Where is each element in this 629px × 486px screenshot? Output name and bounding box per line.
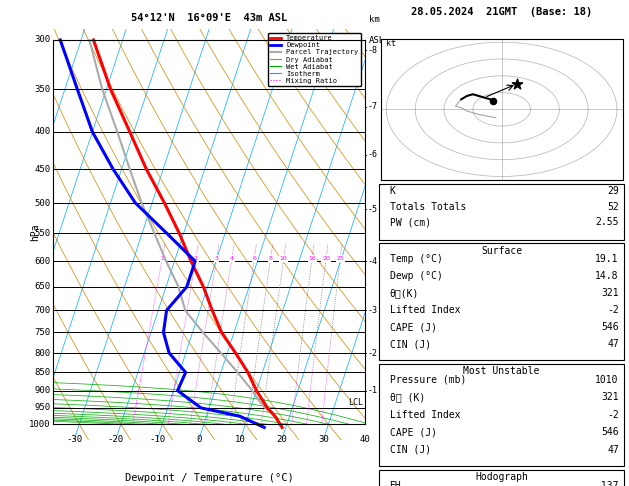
Text: Surface: Surface	[481, 246, 522, 256]
Text: 700: 700	[34, 306, 50, 315]
Text: 1010: 1010	[595, 375, 619, 384]
Text: 321: 321	[601, 392, 619, 402]
Text: 54°12'N  16°09'E  43m ASL: 54°12'N 16°09'E 43m ASL	[131, 13, 287, 23]
Text: -6: -6	[367, 150, 377, 159]
Text: Totals Totals: Totals Totals	[389, 202, 466, 212]
Text: θᴄ (K): θᴄ (K)	[389, 392, 425, 402]
Text: -2: -2	[367, 348, 377, 358]
Text: 20: 20	[276, 434, 287, 444]
Text: -1: -1	[367, 386, 377, 395]
Text: 400: 400	[34, 127, 50, 136]
Text: 1: 1	[160, 256, 164, 261]
Text: 29: 29	[607, 186, 619, 196]
Text: 0: 0	[196, 434, 201, 444]
Text: CAPE (J): CAPE (J)	[389, 427, 437, 437]
Text: 10: 10	[235, 434, 246, 444]
Text: Dewp (°C): Dewp (°C)	[389, 271, 442, 281]
Text: 450: 450	[34, 165, 50, 174]
Point	[488, 97, 498, 105]
Text: 500: 500	[34, 198, 50, 208]
Text: 1000: 1000	[29, 420, 50, 429]
Text: -2: -2	[607, 305, 619, 315]
Text: 8: 8	[269, 256, 272, 261]
Bar	[379, 243, 624, 360]
Text: LCL: LCL	[348, 399, 364, 407]
Point	[511, 80, 521, 88]
Bar	[379, 364, 624, 466]
Text: 47: 47	[607, 445, 619, 454]
Text: -8: -8	[367, 46, 377, 55]
Text: 600: 600	[34, 257, 50, 266]
Text: PW (cm): PW (cm)	[389, 217, 431, 227]
Text: -5: -5	[367, 205, 377, 214]
Text: Lifted Index: Lifted Index	[389, 410, 460, 419]
Text: 25: 25	[337, 256, 344, 261]
Text: 800: 800	[34, 348, 50, 358]
Text: Hodograph: Hodograph	[475, 472, 528, 482]
Text: 550: 550	[34, 229, 50, 238]
Text: kt: kt	[386, 38, 396, 48]
Text: 6: 6	[252, 256, 256, 261]
Text: hPa: hPa	[30, 223, 40, 241]
Text: Dewpoint / Temperature (°C): Dewpoint / Temperature (°C)	[125, 473, 294, 483]
Text: 321: 321	[601, 288, 619, 298]
Text: 4: 4	[230, 256, 234, 261]
Text: 28.05.2024  21GMT  (Base: 18): 28.05.2024 21GMT (Base: 18)	[411, 7, 593, 17]
Text: 3: 3	[214, 256, 219, 261]
Bar	[379, 470, 624, 486]
Text: 2: 2	[194, 256, 198, 261]
Text: -20: -20	[108, 434, 124, 444]
Text: CIN (J): CIN (J)	[389, 339, 431, 349]
Text: 950: 950	[34, 403, 50, 413]
Text: 19.1: 19.1	[595, 254, 619, 264]
Text: K: K	[389, 186, 396, 196]
Text: CAPE (J): CAPE (J)	[389, 322, 437, 332]
Text: ASL: ASL	[369, 36, 385, 45]
Text: 16: 16	[308, 256, 316, 261]
Text: θᴄ(K): θᴄ(K)	[389, 288, 419, 298]
Text: Pressure (mb): Pressure (mb)	[389, 375, 466, 384]
Text: 40: 40	[359, 434, 370, 444]
Text: 350: 350	[34, 85, 50, 94]
Text: 30: 30	[318, 434, 329, 444]
Text: 10: 10	[280, 256, 287, 261]
Text: 20: 20	[322, 256, 330, 261]
Text: -7: -7	[367, 103, 377, 111]
Text: 300: 300	[34, 35, 50, 45]
Text: -2: -2	[607, 410, 619, 419]
Text: EH: EH	[389, 481, 401, 486]
Text: Lifted Index: Lifted Index	[389, 305, 460, 315]
Text: 750: 750	[34, 328, 50, 337]
Text: -30: -30	[66, 434, 82, 444]
Text: -3: -3	[367, 306, 377, 315]
Legend: Temperature, Dewpoint, Parcel Trajectory, Dry Adiabat, Wet Adiabat, Isotherm, Mi: Temperature, Dewpoint, Parcel Trajectory…	[267, 33, 361, 87]
Text: 14.8: 14.8	[595, 271, 619, 281]
Text: Most Unstable: Most Unstable	[464, 366, 540, 376]
Text: 850: 850	[34, 368, 50, 377]
Text: -137: -137	[595, 481, 619, 486]
Text: 546: 546	[601, 427, 619, 437]
Text: 52: 52	[607, 202, 619, 212]
Text: 900: 900	[34, 386, 50, 395]
Text: CIN (J): CIN (J)	[389, 445, 431, 454]
Text: 47: 47	[607, 339, 619, 349]
Bar	[379, 184, 624, 240]
Text: Temp (°C): Temp (°C)	[389, 254, 442, 264]
Text: 546: 546	[601, 322, 619, 332]
Text: -10: -10	[149, 434, 165, 444]
Text: 2.55: 2.55	[595, 217, 619, 227]
Text: -4: -4	[367, 257, 377, 266]
Text: km: km	[369, 15, 380, 23]
Text: 650: 650	[34, 282, 50, 291]
